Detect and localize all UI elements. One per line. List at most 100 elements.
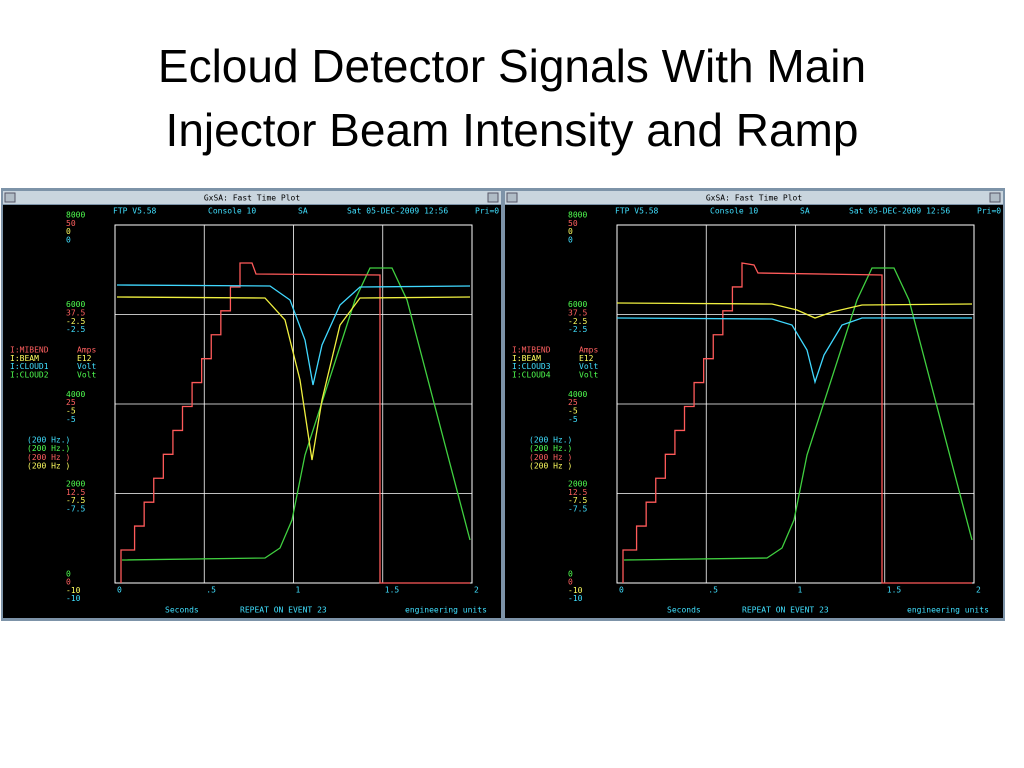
y-tick-label: 0 [66, 227, 71, 236]
device-unit: Volt [77, 370, 96, 379]
y-tick-label: 4000 [66, 390, 85, 399]
y-tick-label: 0 [66, 235, 71, 244]
device-name: I:MIBEND [10, 346, 49, 355]
footer-text: engineering units [907, 606, 989, 615]
y-tick-label: 0 [568, 569, 573, 578]
sample-rate: (200 Hz.) [529, 444, 572, 453]
sample-rate: (200 Hz ) [529, 462, 572, 471]
header-text: Pri=0 [977, 207, 1001, 216]
x-tick-label: 1 [296, 586, 301, 595]
y-tick-label: -7.5 [568, 505, 587, 514]
header-text: Sat 05-DEC-2009 12:56 [347, 207, 448, 216]
y-tick-label: 12.5 [66, 488, 85, 497]
signal-trace [120, 262, 470, 584]
signal-trace [616, 317, 972, 385]
signal-trace [616, 302, 973, 319]
sample-rate: (200 Hz ) [529, 453, 572, 462]
header-text: Sat 05-DEC-2009 12:56 [849, 207, 950, 216]
sample-rate: (200 Hz ) [27, 453, 70, 462]
signal-trace [121, 267, 471, 561]
y-tick-label: -5 [66, 407, 76, 416]
header-text: FTP V5.58 [615, 207, 659, 216]
y-tick-label: 37.5 [66, 309, 85, 318]
device-unit: E12 [77, 354, 92, 363]
x-tick-label: .5 [708, 586, 718, 595]
device-name: I:MIBEND [512, 346, 551, 355]
x-tick-label: .5 [206, 586, 216, 595]
screen [3, 205, 501, 618]
y-tick-label: 50 [568, 219, 578, 228]
device-name: I:BEAM [10, 354, 39, 363]
device-unit: Volt [77, 362, 96, 371]
signal-trace [622, 262, 972, 584]
y-tick-label: 2000 [66, 480, 85, 489]
y-tick-label: 8000 [66, 211, 85, 220]
title-bar [505, 191, 1003, 204]
y-tick-label: 2000 [568, 480, 587, 489]
x-tick-label: 2 [474, 586, 479, 595]
x-tick-label: 1.5 [385, 586, 400, 595]
y-tick-label: 6000 [66, 300, 85, 309]
header-text: FTP V5.58 [113, 207, 157, 216]
sample-rate: (200 Hz.) [27, 444, 70, 453]
window-button [506, 192, 518, 203]
slide-title: Ecloud Detector Signals With Main Inject… [157, 40, 867, 156]
x-tick-label: 1 [798, 586, 803, 595]
y-tick-label: 0 [568, 227, 573, 236]
y-tick-label: -7.5 [568, 496, 587, 505]
footer-text: Seconds [667, 606, 701, 615]
device-unit: Volt [579, 370, 598, 379]
y-tick-label: -2.5 [568, 317, 587, 326]
y-tick-label: 0 [568, 235, 573, 244]
footer-text: REPEAT ON EVENT 23 [240, 606, 327, 615]
x-tick-label: 2 [976, 586, 981, 595]
y-tick-label: 6000 [568, 300, 587, 309]
device-name: I:CLOUD3 [512, 362, 551, 371]
window-button [989, 192, 1001, 203]
y-tick-label: -10 [568, 594, 583, 603]
y-tick-label: 0 [568, 578, 573, 587]
y-tick-label: 12.5 [568, 488, 587, 497]
device-name: I:CLOUD2 [10, 370, 49, 379]
header-text: Pri=0 [475, 207, 499, 216]
y-tick-label: -5 [568, 415, 578, 424]
x-tick-label: 0 [619, 586, 624, 595]
header-text: SA [298, 207, 308, 216]
y-tick-label: -7.5 [66, 496, 85, 505]
device-unit: E12 [579, 354, 594, 363]
signal-trace [623, 267, 973, 561]
device-name: I:BEAM [512, 354, 541, 363]
footer-text: REPEAT ON EVENT 23 [742, 606, 829, 615]
header-text: Console 10 [208, 207, 256, 216]
title-bar [3, 191, 501, 204]
signal-trace [116, 284, 471, 386]
y-tick-label: -10 [66, 594, 81, 603]
y-tick-label: -2.5 [66, 317, 85, 326]
y-tick-label: 8000 [568, 211, 587, 220]
y-tick-label: -2.5 [568, 325, 587, 334]
signal-trace [116, 296, 471, 461]
y-tick-label: -10 [568, 586, 583, 595]
device-unit: Amps [579, 346, 598, 355]
y-tick-label: 0 [66, 578, 71, 587]
y-tick-label: -5 [568, 407, 578, 416]
header-text: SA [800, 207, 810, 216]
footer-text: Seconds [165, 606, 199, 615]
y-tick-label: 37.5 [568, 309, 587, 318]
window-button [4, 192, 16, 203]
y-tick-label: -7.5 [66, 505, 85, 514]
x-tick-label: 0 [117, 586, 122, 595]
header-text: Console 10 [710, 207, 758, 216]
device-unit: Amps [77, 346, 96, 355]
window-title: GxSA: Fast Time Plot [706, 194, 803, 203]
y-tick-label: -2.5 [66, 325, 85, 334]
window-button [487, 192, 499, 203]
sample-rate: (200 Hz.) [529, 436, 572, 445]
device-unit: Volt [579, 362, 598, 371]
y-tick-label: -10 [66, 586, 81, 595]
device-name: I:CLOUD4 [512, 370, 551, 379]
x-tick-label: 1.5 [887, 586, 902, 595]
y-tick-label: 0 [66, 569, 71, 578]
